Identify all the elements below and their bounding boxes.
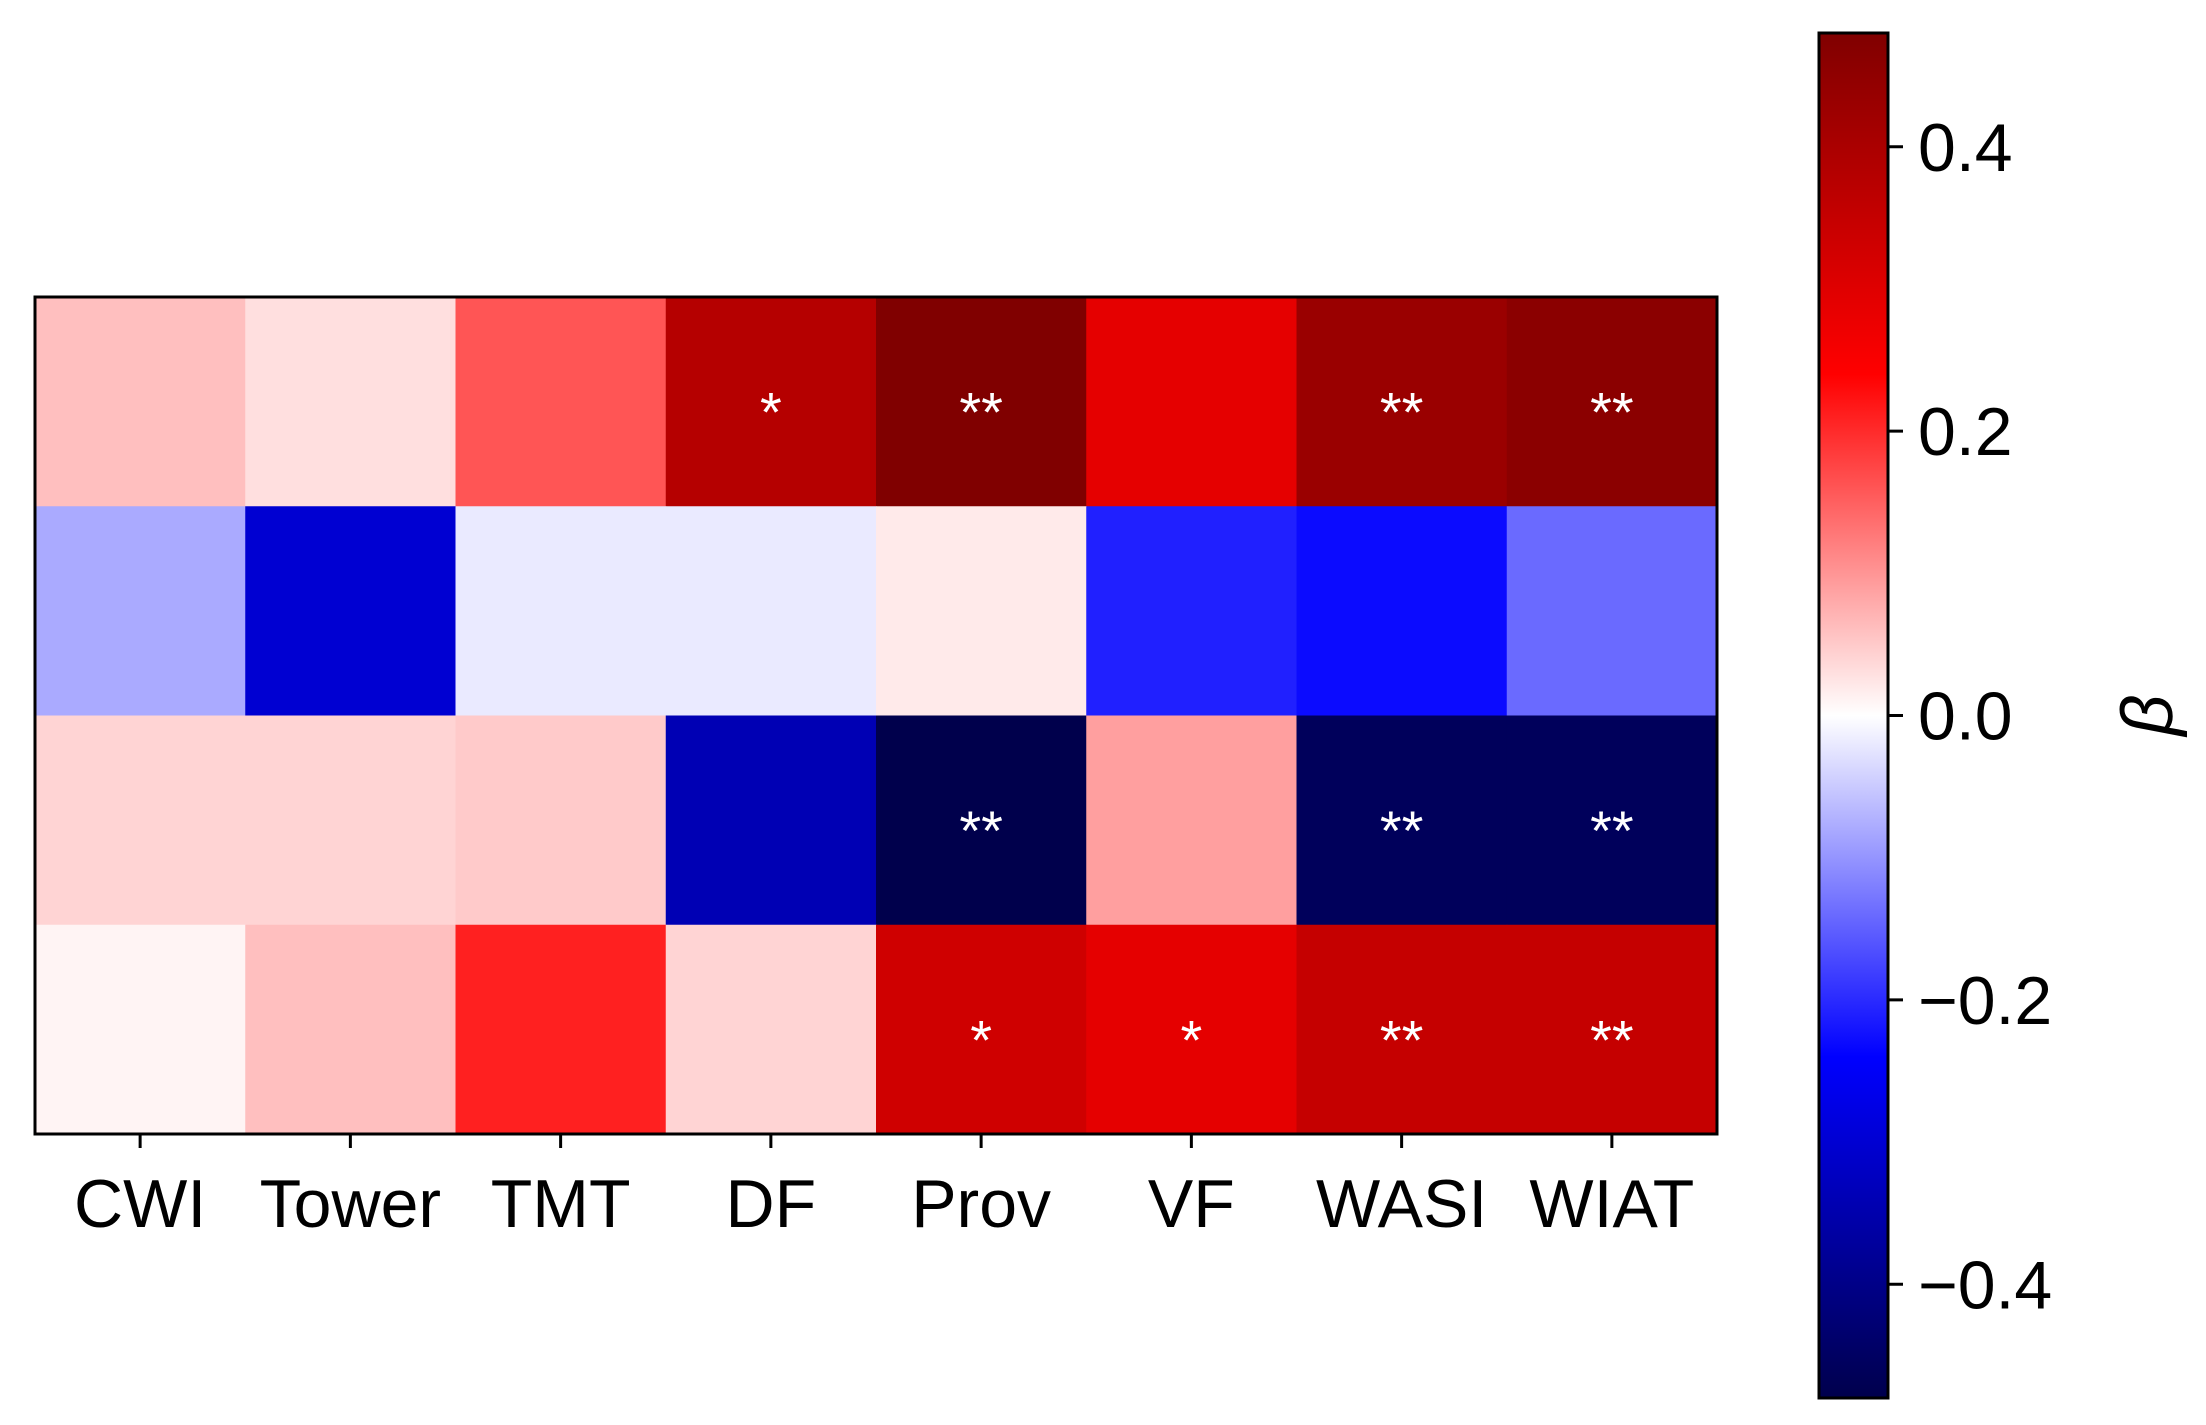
- heatmap-cell-r0-c1: [245, 297, 456, 507]
- heatmap-cell-r2-c7: [1506, 715, 1718, 926]
- colorbar-tick-label: −0.4: [1918, 1247, 2052, 1323]
- heatmap-cell-r2-c5: [1086, 715, 1297, 926]
- significance-annotations: * ** ** **** ** *** * ** **: [760, 381, 1634, 1072]
- colorbar-tick-label: 0.4: [1918, 110, 2013, 186]
- significance-mark-r0-c6: **: [1380, 381, 1424, 444]
- significance-mark-r3-c6: **: [1380, 1008, 1424, 1071]
- heatmap-cell-r3-c7: [1506, 924, 1718, 1135]
- heatmap-cell-r3-c6: [1296, 924, 1508, 1135]
- significance-mark-r3-c5: *: [1180, 1008, 1202, 1071]
- colorbar-ticks: −0.4 −0.2 0.0 0.2 0.4: [1888, 110, 2052, 1323]
- x-tick-label: TMT: [491, 1166, 631, 1242]
- colorbar-label: β: [2108, 694, 2188, 737]
- x-tick-label: VF: [1148, 1166, 1235, 1242]
- heatmap-cell-r0-c0: [35, 297, 246, 507]
- colorbar-tick-label: −0.2: [1918, 963, 2052, 1039]
- heatmap-cell-r1-c0: [35, 506, 246, 716]
- heatmap-cell-r2-c4: [876, 715, 1087, 926]
- heatmap-cell-r1-c6: [1296, 506, 1508, 716]
- significance-mark-r2-c6: **: [1380, 799, 1424, 862]
- heatmap-cell-r1-c1: [245, 506, 456, 716]
- heatmap-cell-r0-c2: [455, 297, 667, 507]
- colorbar-tick-label: 0.2: [1918, 394, 2013, 470]
- heatmap-cell-r0-c3: [665, 297, 877, 507]
- heatmap-cell-r3-c2: [455, 924, 667, 1135]
- heatmap-cell-r1-c2: [455, 506, 667, 716]
- significance-mark-r2-c7: **: [1590, 799, 1634, 862]
- heatmap-cell-r3-c4: [876, 924, 1087, 1135]
- heatmap-cell-r2-c0: [35, 715, 246, 926]
- heatmap-cell-r3-c3: [665, 924, 877, 1135]
- x-tick-label: WASI: [1316, 1166, 1487, 1242]
- heatmap-cell-r1-c4: [876, 506, 1087, 716]
- heatmap-cell-r0-c7: [1506, 297, 1718, 507]
- heatmap-cell-r2-c6: [1296, 715, 1508, 926]
- heatmap-cell-r1-c5: [1086, 506, 1297, 716]
- significance-mark-r3-c7: **: [1590, 1008, 1634, 1071]
- heatmap-cell-r1-c3: [665, 506, 877, 716]
- x-tick-label: Tower: [260, 1166, 441, 1242]
- colorbar: [1817, 31, 1890, 1400]
- heatmap-cell-r0-c4: [876, 297, 1087, 507]
- x-tick-label: WIAT: [1529, 1166, 1694, 1242]
- heatmap-cell-r1-c7: [1506, 506, 1718, 716]
- x-tick-label: DF: [726, 1166, 817, 1242]
- x-tick-label: CWI: [74, 1166, 206, 1242]
- heatmap-cell-r3-c5: [1086, 924, 1297, 1135]
- heatmap-cell-r2-c3: [665, 715, 877, 926]
- heatmap-cell-r2-c1: [245, 715, 456, 926]
- heatmap-cell-r0-c6: [1296, 297, 1508, 507]
- heatmap-cells: [35, 297, 1718, 1135]
- heatmap-frame: [33, 295, 1719, 1136]
- colorbar-tick-label: 0.0: [1918, 679, 2013, 755]
- heatmap-cell-r3-c0: [35, 924, 246, 1135]
- significance-mark-r0-c3: *: [760, 381, 782, 444]
- x-tick-label: Prov: [911, 1166, 1051, 1242]
- significance-mark-r0-c4: **: [959, 381, 1003, 444]
- significance-mark-r0-c7: **: [1590, 381, 1634, 444]
- heatmap-cell-r2-c2: [455, 715, 667, 926]
- significance-mark-r3-c4: *: [970, 1008, 992, 1071]
- heatmap-cell-r3-c1: [245, 924, 456, 1135]
- x-axis-ticks: CWI Tower TMT DF Prov VF WASI WIAT: [74, 1134, 1694, 1242]
- significance-mark-r2-c4: **: [959, 799, 1003, 862]
- heatmap-cell-r0-c5: [1086, 297, 1297, 507]
